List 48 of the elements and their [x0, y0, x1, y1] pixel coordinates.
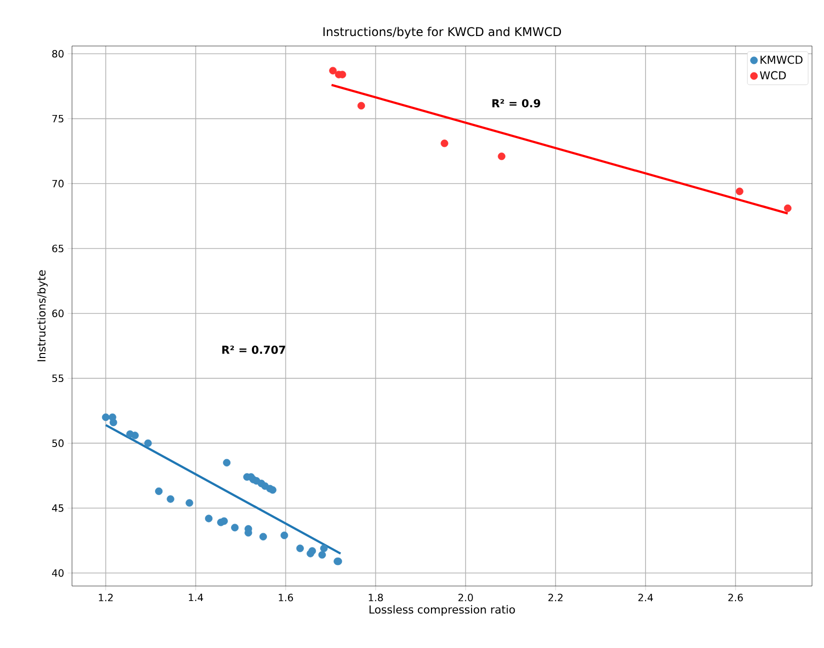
x-tick-label: 1.4	[188, 594, 204, 602]
point	[268, 486, 276, 494]
x-tick-label: 2.2	[548, 594, 563, 602]
x-tick-label: 1.2	[98, 594, 113, 602]
point	[296, 544, 304, 552]
point	[102, 413, 110, 422]
point	[329, 66, 337, 74]
annotation: R² = 0.707	[222, 346, 286, 354]
point	[144, 439, 152, 447]
y-tick-label: 65	[52, 244, 64, 252]
point	[204, 514, 213, 522]
point	[155, 487, 163, 496]
y-tick-label: 75	[52, 114, 64, 122]
y-axis-title: Instructions/byte	[37, 270, 48, 362]
point	[220, 517, 228, 525]
point	[222, 458, 231, 466]
point	[110, 418, 118, 426]
point	[131, 432, 139, 440]
point	[736, 188, 744, 196]
y-tick-label: 70	[52, 180, 64, 188]
point	[357, 102, 366, 110]
point	[280, 532, 288, 540]
x-tick-label: 2.4	[638, 594, 653, 602]
point	[784, 204, 792, 212]
point	[231, 524, 239, 532]
chart-title: Instructions/byte for KWCD and KMWCD	[323, 26, 562, 38]
point	[318, 551, 326, 559]
y-tick-label: 40	[52, 569, 64, 577]
legend-label: WCD	[760, 71, 786, 80]
x-tick-label: 1.8	[368, 594, 383, 602]
y-tick-label: 45	[52, 504, 64, 512]
x-axis-title: Lossless compression ratio	[370, 605, 515, 616]
legend-label: KMWCD	[760, 56, 802, 64]
point	[259, 532, 267, 540]
y-tick-label: 60	[52, 310, 64, 318]
point	[166, 495, 174, 503]
y-tick-label: 55	[52, 374, 64, 382]
point	[440, 140, 448, 148]
point	[498, 152, 506, 160]
x-tick-label: 1.6	[278, 594, 293, 602]
x-tick-label: 2.0	[458, 594, 473, 602]
annotation: R² = 0.9	[492, 99, 540, 108]
y-tick-label: 50	[52, 439, 64, 447]
point	[308, 547, 316, 555]
x-tick-label: 2.6	[728, 594, 743, 602]
point	[186, 499, 194, 507]
y-tick-label: 80	[52, 50, 64, 58]
point	[320, 544, 328, 552]
